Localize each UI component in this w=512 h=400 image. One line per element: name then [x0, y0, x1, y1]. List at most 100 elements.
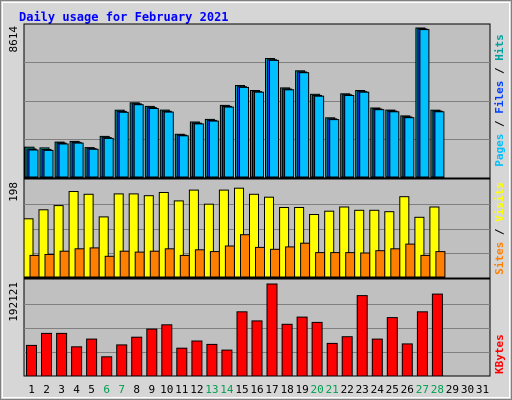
- middle-bar-sites-day-11: [179, 254, 190, 278]
- x-tick-label-16: 16: [250, 383, 263, 396]
- middle-bar-sites-day-8: [134, 251, 145, 278]
- middle-bar-sites-day-25: [390, 248, 401, 278]
- x-tick-label-2: 2: [43, 383, 50, 396]
- bottom-bar-kbytes-day-19: [296, 316, 308, 377]
- top-bar-pages-day-1: [28, 149, 39, 178]
- bottom-bar-kbytes-day-3: [56, 332, 68, 377]
- middle-bar-visits-day-17: [264, 196, 274, 278]
- top-bar-pages-day-24: [374, 109, 385, 178]
- middle-bar-visits-day-1: [23, 218, 34, 278]
- x-tick-label-3: 3: [58, 383, 65, 396]
- bottom-bar-kbytes-day-28: [431, 293, 443, 377]
- middle-bar-visits-day-27: [414, 216, 425, 278]
- middle-bar-sites-day-13: [209, 251, 220, 278]
- top-bar-pages-day-22: [344, 95, 355, 178]
- middle-bar-visits-day-2: [38, 209, 49, 278]
- middle-bar-sites-day-1: [29, 254, 40, 278]
- top-bar-pages-day-15: [239, 86, 249, 178]
- bottom-bar-kbytes-day-16: [251, 320, 263, 377]
- bottom-bar-kbytes-day-8: [131, 336, 143, 377]
- top-series-label-separator: /: [493, 61, 506, 81]
- x-tick-label-24: 24: [371, 383, 385, 396]
- middle-bar-sites-day-21: [330, 252, 341, 278]
- middle-bar-sites-day-6: [104, 255, 115, 278]
- middle-bar-visits-day-9: [143, 195, 154, 278]
- bottom-bar-kbytes-day-12: [191, 340, 203, 377]
- middle-bar-visits-day-28: [429, 206, 440, 278]
- top-bar-pages-day-10: [163, 111, 174, 178]
- top-bar-pages-day-16: [254, 91, 264, 178]
- middle-series-label-visits: Visits: [493, 182, 506, 222]
- chart-title: Daily usage for February 2021: [19, 10, 229, 24]
- middle-bar-visits-day-20: [309, 214, 320, 278]
- middle-bar-visits-day-19: [294, 207, 305, 278]
- bottom-bar-kbytes-day-24: [371, 338, 383, 377]
- top-bar-pages-day-23: [359, 91, 370, 178]
- bottom-series-label-kbytes: KBytes: [493, 334, 506, 374]
- middle-bar-sites-day-12: [194, 249, 205, 278]
- middle-bar-sites-day-22: [345, 252, 356, 278]
- middle-bar-visits-day-12: [188, 189, 199, 278]
- middle-bar-visits-day-14: [218, 189, 229, 278]
- top-bar-pages-day-26: [404, 117, 415, 178]
- x-tick-label-8: 8: [133, 383, 140, 396]
- bottom-bar-kbytes-day-5: [86, 338, 98, 377]
- top-bar-pages-day-2: [43, 149, 54, 178]
- middle-bar-sites-day-19: [300, 242, 311, 278]
- x-tick-label-9: 9: [148, 383, 155, 396]
- middle-bar-sites-day-15: [240, 234, 250, 278]
- top-bar-pages-day-25: [389, 111, 400, 178]
- middle-bar-visits-day-7: [113, 193, 124, 278]
- top-bar-pages-day-8: [133, 104, 144, 178]
- x-tick-label-4: 4: [73, 383, 80, 396]
- bottom-bar-kbytes-day-26: [401, 343, 413, 377]
- top-series-label-pages: Pages: [493, 134, 506, 167]
- middle-bar-visits-day-6: [98, 216, 109, 278]
- x-tick-label-22: 22: [341, 383, 354, 396]
- bottom-series-label: KBytes: [493, 334, 506, 374]
- x-tick-label-6: 6: [103, 383, 110, 396]
- bottom-bar-kbytes-day-2: [41, 332, 52, 377]
- x-tick-label-25: 25: [386, 383, 399, 396]
- x-tick-label-21: 21: [326, 383, 339, 396]
- bottom-bar-kbytes-day-7: [116, 344, 128, 377]
- top-bar-pages-day-13: [208, 120, 219, 178]
- middle-series-label-sites: Sites: [493, 242, 506, 275]
- bottom-bar-kbytes-day-20: [311, 321, 323, 377]
- top-bar-pages-day-28: [434, 111, 445, 178]
- middle-bar-sites-day-28: [435, 251, 446, 278]
- top-bar-pages-day-9: [148, 108, 159, 178]
- middle-bar-visits-day-4: [68, 191, 79, 278]
- middle-bar-sites-day-27: [420, 254, 431, 278]
- bottom-bar-kbytes-day-25: [386, 317, 398, 377]
- middle-bar-sites-day-10: [164, 248, 175, 278]
- top-bar-pages-day-19: [299, 72, 310, 178]
- top-bar-pages-day-17: [269, 59, 279, 178]
- middle-bar-visits-day-10: [158, 192, 169, 278]
- middle-bar-visits-day-22: [339, 206, 350, 278]
- middle-bar-sites-day-18: [285, 246, 296, 278]
- x-tick-label-18: 18: [280, 383, 293, 396]
- bottom-bar-kbytes-day-6: [101, 356, 113, 377]
- middle-bar-sites-day-7: [119, 250, 130, 278]
- middle-bar-visits-day-24: [369, 209, 380, 278]
- middle-bar-visits-day-26: [399, 196, 410, 278]
- bottom-bar-kbytes-day-10: [161, 324, 173, 377]
- middle-bar-visits-day-21: [324, 210, 335, 278]
- bottom-bar-kbytes-day-1: [26, 344, 37, 377]
- bottom-bar-kbytes-day-13: [206, 343, 218, 377]
- middle-bar-visits-day-25: [384, 211, 395, 278]
- middle-bar-visits-day-3: [53, 205, 64, 278]
- middle-bar-sites-day-2: [44, 254, 55, 278]
- middle-bar-visits-day-11: [173, 200, 184, 278]
- middle-bar-sites-day-17: [270, 248, 280, 278]
- top-bar-pages-day-7: [118, 111, 129, 178]
- middle-bar-visits-day-15: [234, 187, 244, 278]
- top-bar-pages-day-11: [178, 135, 189, 178]
- middle-bar-sites-day-26: [405, 243, 416, 278]
- middle-bar-sites-day-5: [89, 247, 100, 278]
- middle-bar-visits-day-18: [279, 207, 290, 278]
- bottom-bar-kbytes-day-18: [281, 323, 293, 377]
